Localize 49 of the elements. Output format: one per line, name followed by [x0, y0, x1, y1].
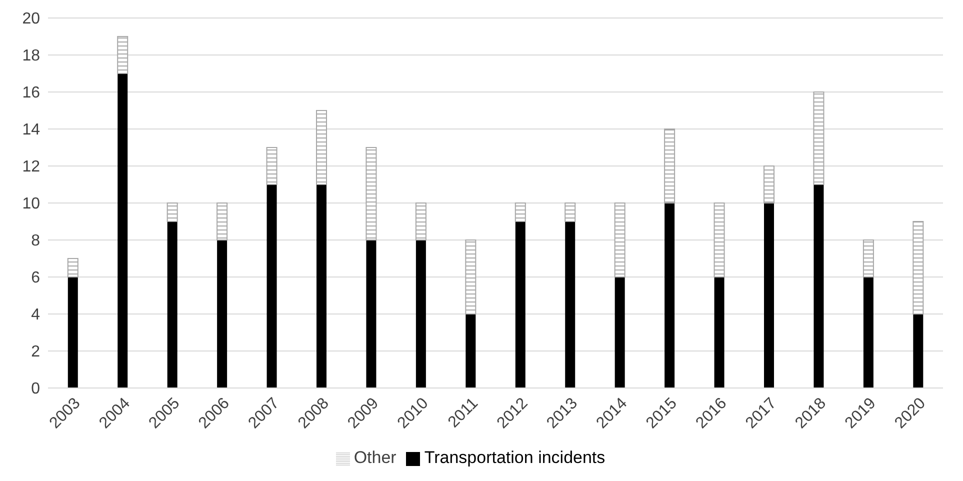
legend-label: Other [354, 448, 396, 467]
y-tick-label: 14 [22, 122, 40, 139]
bar [118, 74, 128, 388]
bar [565, 222, 576, 388]
bar [316, 110, 327, 185]
bar [316, 184, 326, 388]
y-tick-label: 2 [31, 344, 40, 361]
bar [217, 240, 228, 388]
bar [664, 203, 675, 388]
bar [764, 166, 774, 204]
bar [913, 314, 924, 388]
y-tick-label: 4 [31, 306, 40, 324]
y-tick-label: 0 [31, 380, 40, 398]
bar [714, 202, 725, 278]
y-tick-label: 12 [22, 158, 40, 176]
bar [266, 147, 278, 185]
bar [764, 203, 774, 388]
bar [466, 314, 476, 388]
bar [614, 202, 626, 278]
bar [863, 277, 874, 388]
bar [166, 202, 178, 222]
bar [912, 221, 924, 314]
bar [515, 222, 526, 388]
bar [862, 240, 874, 278]
bar [216, 202, 228, 240]
y-tick-label: 16 [22, 84, 40, 102]
y-tick-label: 18 [22, 48, 40, 65]
bar [614, 277, 625, 388]
bar [465, 240, 476, 314]
bar [714, 277, 724, 388]
bar [416, 240, 426, 388]
y-tick-label: 6 [31, 270, 40, 287]
bar [514, 202, 526, 222]
bar [564, 202, 576, 222]
bar [813, 92, 824, 185]
bar [366, 240, 376, 388]
bar [167, 222, 178, 388]
y-tick-label: 8 [31, 232, 40, 250]
bar [415, 202, 426, 240]
bar [67, 258, 78, 278]
bar [814, 184, 824, 388]
bar [266, 184, 277, 388]
y-tick-label: 20 [22, 10, 40, 28]
bar [366, 147, 377, 240]
bar [117, 36, 128, 74]
y-tick-label: 10 [22, 196, 40, 213]
bar [664, 128, 676, 204]
legend-label: Transportation incidents [424, 448, 606, 467]
bar [68, 277, 78, 388]
